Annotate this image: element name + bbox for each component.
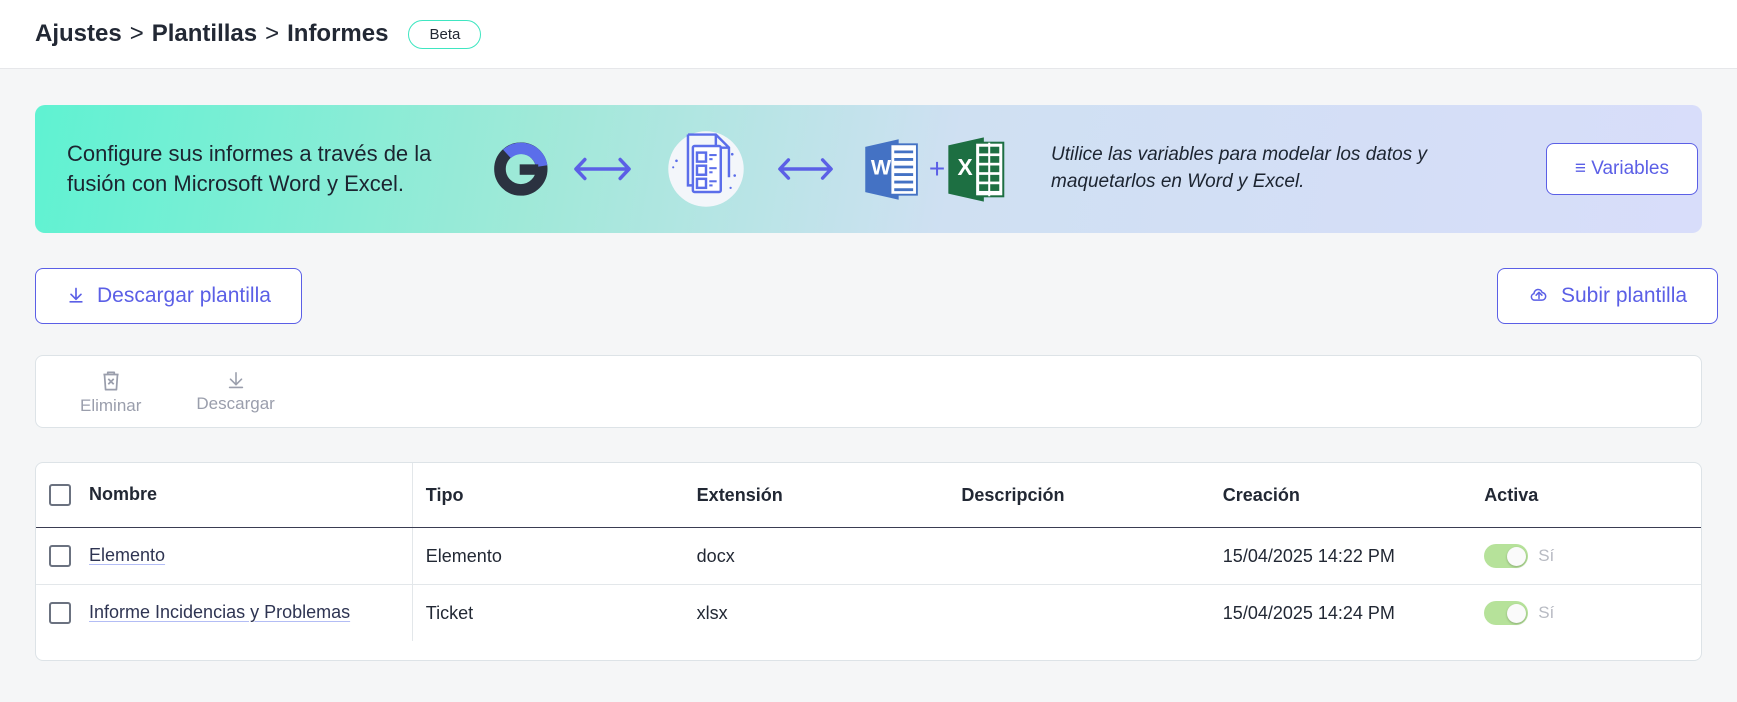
svg-text:X: X bbox=[957, 153, 972, 179]
svg-text:W: W bbox=[871, 155, 892, 179]
